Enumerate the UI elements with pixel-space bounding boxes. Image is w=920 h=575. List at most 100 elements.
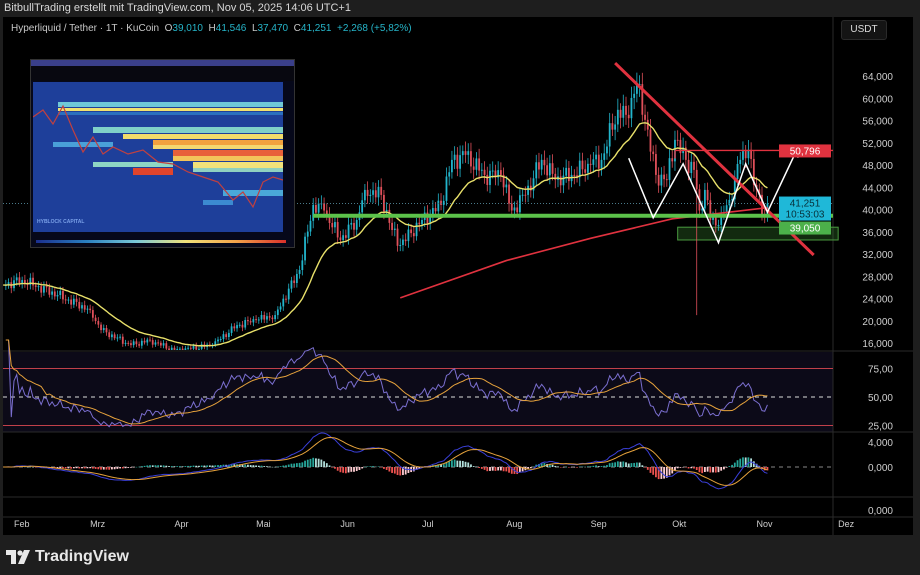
candle-body bbox=[91, 310, 94, 318]
candle-body bbox=[712, 216, 714, 220]
candle-body bbox=[241, 324, 244, 328]
macd-histogram-bar bbox=[217, 465, 219, 467]
candle-body bbox=[315, 204, 317, 213]
candle-body bbox=[442, 200, 445, 205]
candle-body bbox=[59, 290, 62, 296]
macd-histogram-bar bbox=[587, 466, 589, 467]
candle-body bbox=[412, 233, 415, 237]
candle-body bbox=[151, 340, 154, 345]
macd-histogram-bar bbox=[119, 467, 121, 469]
branding-bar: TradingView bbox=[0, 535, 920, 575]
macd-histogram-bar bbox=[366, 466, 369, 467]
candle-body bbox=[543, 159, 546, 166]
macd-histogram-bar bbox=[505, 467, 508, 472]
macd-histogram-bar bbox=[168, 466, 170, 467]
macd-histogram-bar bbox=[470, 464, 472, 467]
candle-body bbox=[293, 280, 296, 283]
macd-histogram-bar bbox=[383, 467, 385, 469]
macd-histogram-bar bbox=[75, 467, 78, 469]
macd-histogram-bar bbox=[608, 463, 611, 467]
time-tick-label: Apr bbox=[174, 519, 188, 529]
macd-histogram-bar bbox=[597, 466, 600, 467]
symbol-name[interactable]: Hyperliquid / Tether · 1T · KuCoin bbox=[11, 23, 160, 34]
candle-body bbox=[625, 105, 627, 115]
macd-histogram-bar bbox=[331, 467, 334, 468]
candle-body bbox=[328, 214, 331, 223]
macd-histogram-bar bbox=[592, 465, 595, 467]
macd-histogram-bar bbox=[739, 458, 742, 467]
candle-body bbox=[502, 174, 505, 188]
macd-histogram-bar bbox=[573, 467, 576, 468]
macd-histogram-bar bbox=[440, 464, 442, 467]
candle-body bbox=[176, 349, 179, 350]
price-label-text: 41,251 bbox=[790, 199, 821, 210]
candle-body bbox=[312, 204, 315, 221]
macd-histogram-bar bbox=[625, 462, 627, 467]
candle-body bbox=[102, 328, 105, 331]
candle-body bbox=[170, 347, 173, 350]
candle-body bbox=[184, 348, 187, 350]
candle-body bbox=[15, 277, 18, 281]
macd-histogram-bar bbox=[67, 467, 70, 469]
macd-histogram-bar bbox=[301, 462, 304, 467]
macd-histogram-bar bbox=[519, 467, 521, 473]
candle-body bbox=[627, 114, 630, 119]
macd-histogram-bar bbox=[603, 465, 606, 467]
candle-body bbox=[622, 105, 625, 118]
macd-histogram-bar bbox=[257, 465, 260, 467]
macd-histogram-bar bbox=[559, 467, 562, 468]
macd-histogram-bar bbox=[380, 467, 383, 468]
candle-body bbox=[26, 283, 29, 286]
macd-histogram-bar bbox=[641, 465, 644, 467]
macd-histogram-bar bbox=[325, 463, 328, 467]
candle-body bbox=[665, 179, 668, 181]
candle-body bbox=[499, 170, 502, 175]
w-pattern-projection bbox=[628, 148, 799, 245]
candle-body bbox=[192, 345, 195, 349]
candle-body bbox=[633, 93, 636, 98]
candle-body bbox=[559, 176, 562, 186]
candle-body bbox=[747, 149, 750, 159]
candle-body bbox=[81, 305, 83, 309]
macd-histogram-bar bbox=[32, 466, 34, 468]
candle-body bbox=[271, 317, 274, 320]
macd-histogram-bar bbox=[304, 460, 306, 467]
macd-histogram-bar bbox=[491, 467, 494, 471]
macd-histogram-bar bbox=[320, 459, 323, 467]
macd-histogram-bar bbox=[489, 467, 491, 471]
candle-body bbox=[461, 151, 464, 156]
chart-area[interactable]: 64,000 60,000 56,000 52,000 48,000 44,000 40,0… bbox=[3, 17, 913, 535]
candle-body bbox=[268, 316, 271, 318]
candle-body bbox=[130, 343, 132, 346]
macd-histogram-bar bbox=[222, 464, 225, 467]
candle-body bbox=[733, 178, 736, 200]
rsi-tick-label: 50,00 bbox=[868, 393, 893, 404]
candle-body bbox=[154, 342, 157, 345]
macd-histogram-bar bbox=[736, 460, 739, 467]
macd-histogram-bar bbox=[451, 460, 453, 467]
short-moving-average-line bbox=[3, 122, 768, 347]
macd-histogram-bar bbox=[475, 466, 478, 468]
price-tick-label: 48,000 bbox=[862, 161, 893, 172]
macd-histogram-bar bbox=[287, 464, 290, 467]
macd-histogram-bar bbox=[274, 466, 277, 468]
candle-body bbox=[230, 326, 233, 333]
macd-histogram-bar bbox=[244, 464, 247, 467]
macd-histogram-bar bbox=[149, 465, 151, 467]
macd-histogram-bar bbox=[342, 467, 345, 473]
candle-body bbox=[459, 155, 461, 169]
macd-histogram-bar bbox=[499, 467, 502, 471]
currency-button[interactable]: USDT bbox=[841, 20, 887, 40]
long-moving-average-line bbox=[399, 206, 768, 299]
macd-histogram-bar bbox=[402, 467, 404, 476]
candle-body bbox=[238, 324, 241, 326]
macd-histogram-bar bbox=[742, 457, 744, 467]
candle-body bbox=[179, 348, 181, 350]
macd-histogram-bar bbox=[298, 462, 301, 467]
candle-body bbox=[94, 317, 97, 322]
low-value: 37,470 bbox=[257, 23, 289, 34]
tradingview-logo[interactable]: TradingView bbox=[6, 548, 129, 566]
candle-body bbox=[676, 139, 679, 141]
macd-histogram-bar bbox=[135, 466, 138, 468]
candle-body bbox=[189, 347, 192, 349]
